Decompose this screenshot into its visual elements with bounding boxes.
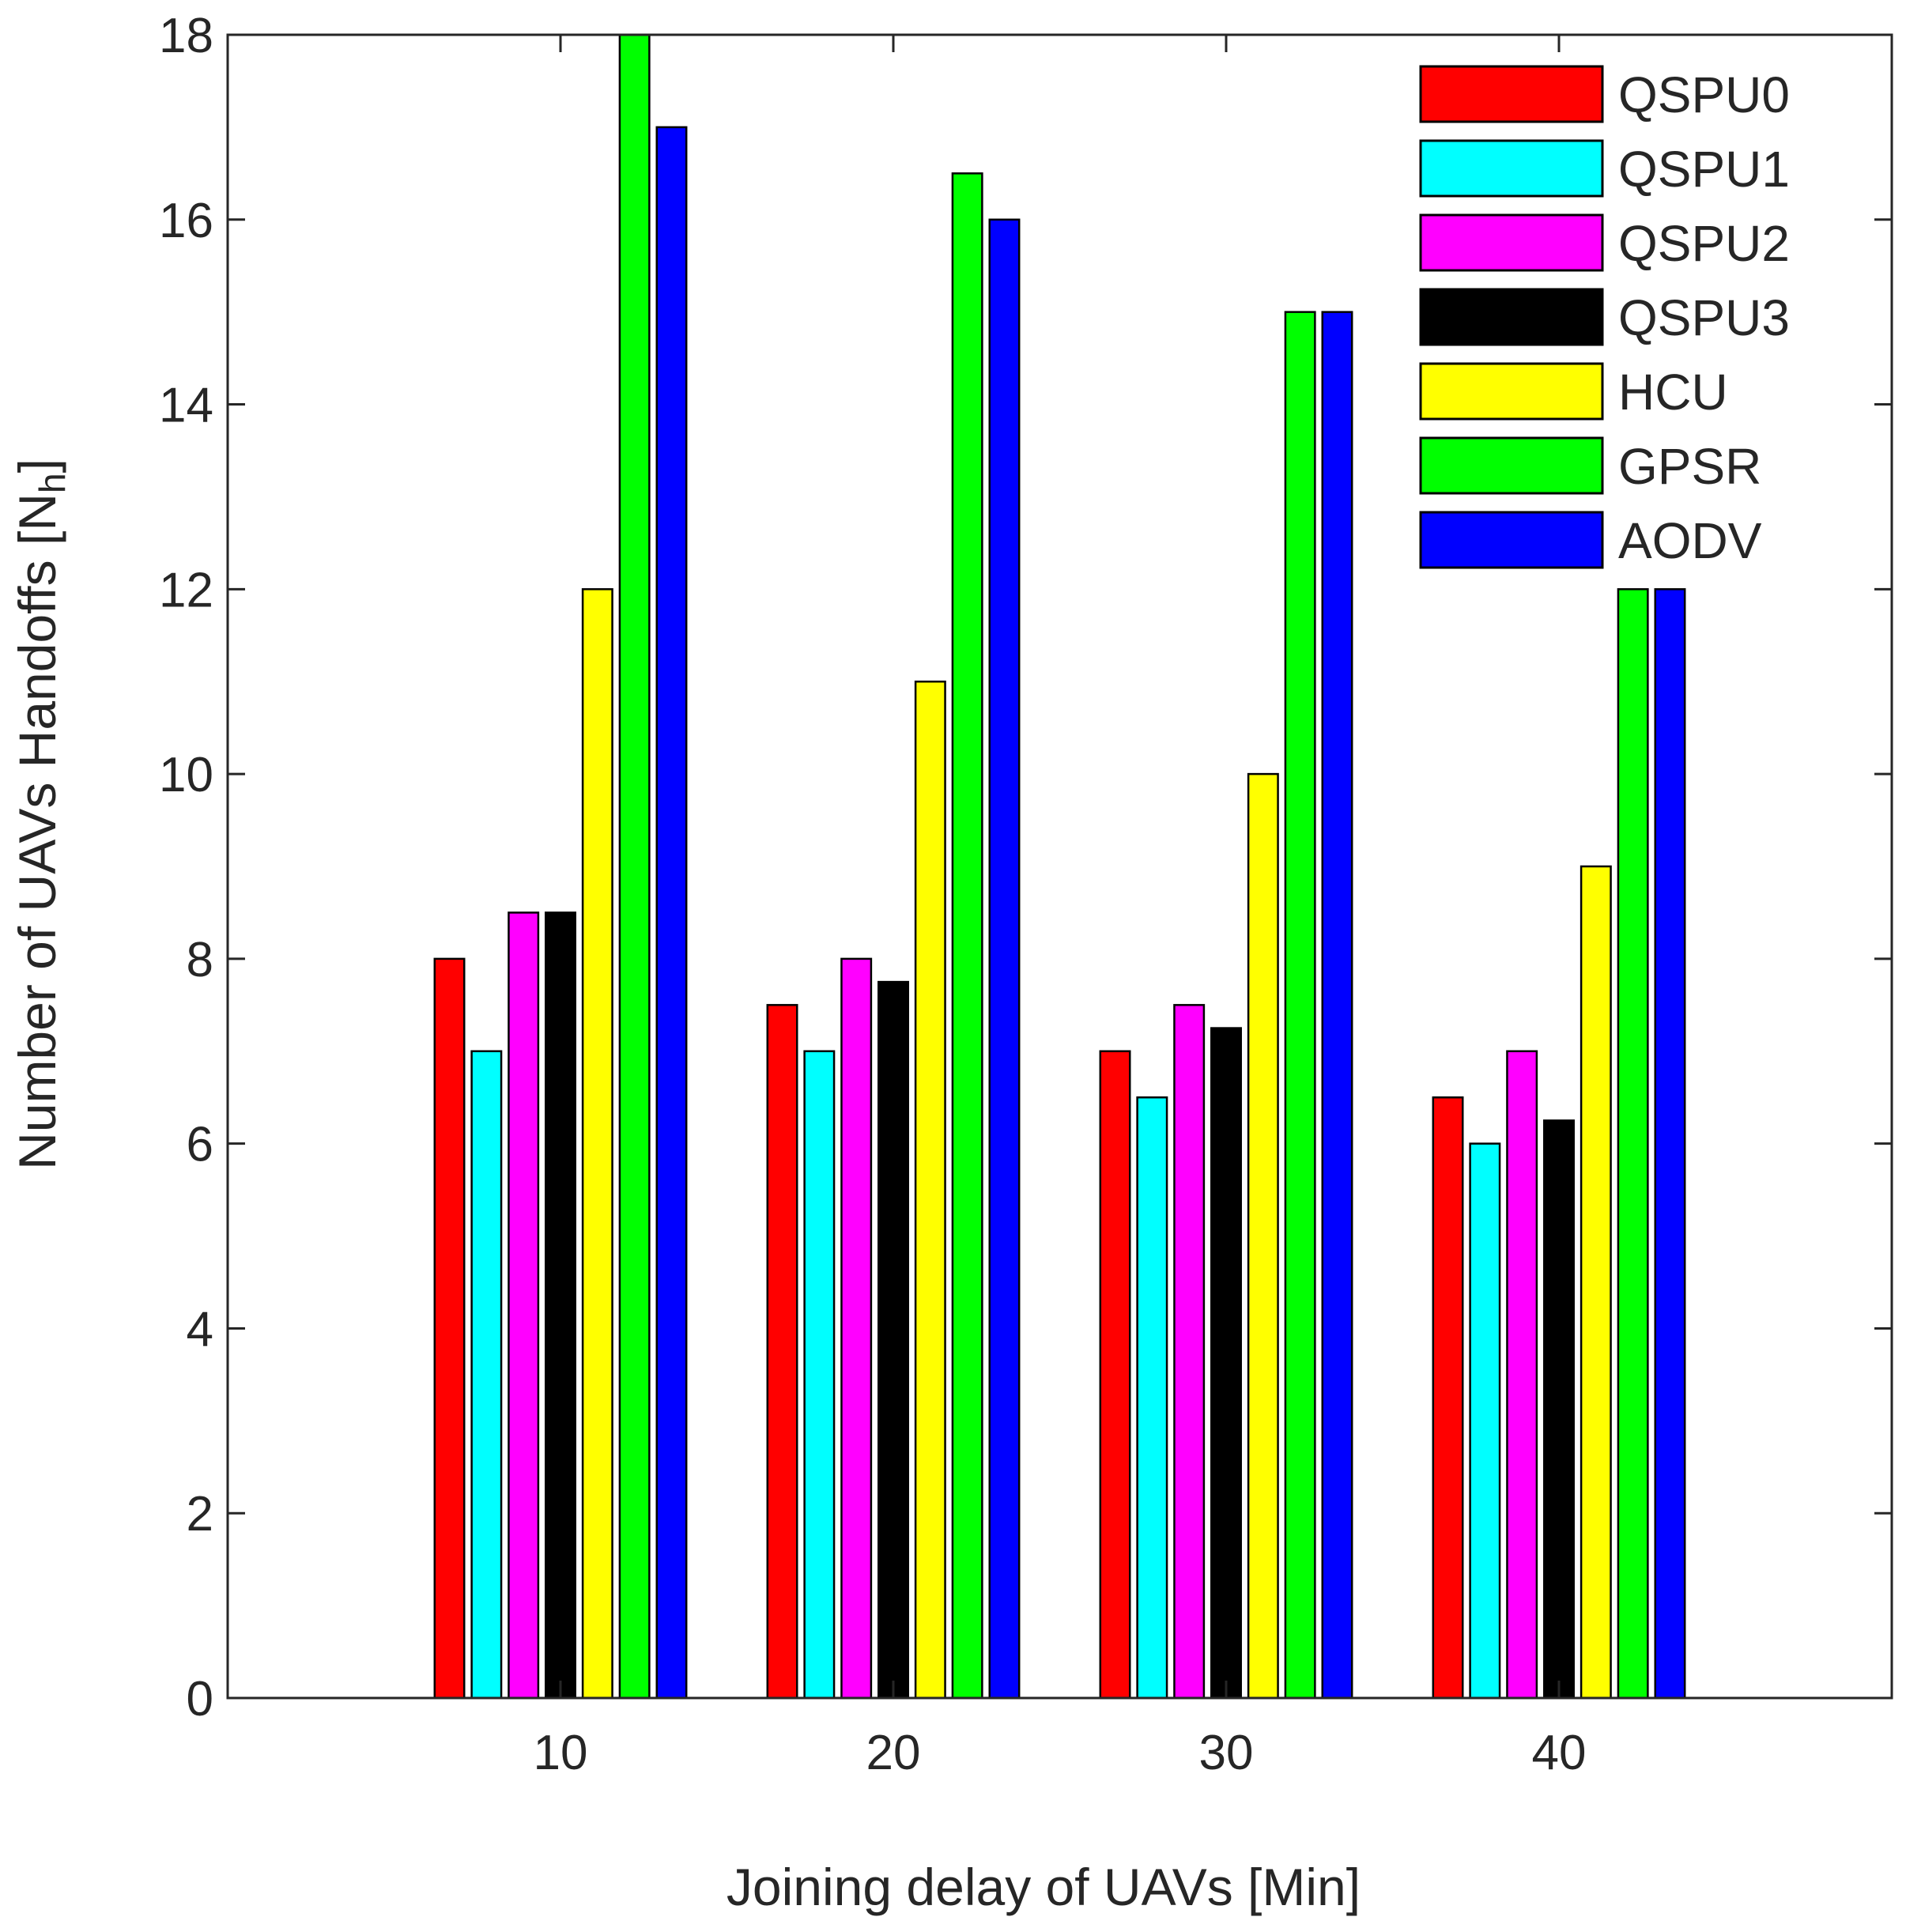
legend-swatch-aodv bbox=[1419, 511, 1604, 569]
y-axis-title: Number of UAVs Handoffs [Nh] bbox=[8, 458, 73, 1170]
bar-aodv-20 bbox=[988, 218, 1021, 1700]
bar-gpsr-30 bbox=[1284, 311, 1316, 1700]
bar-qspu3-10 bbox=[545, 911, 576, 1700]
bar-qspu3-40 bbox=[1543, 1119, 1575, 1700]
y-tick-label: 18 bbox=[159, 9, 213, 63]
bar-qspu2-30 bbox=[1173, 1004, 1206, 1700]
legend-swatch-qspu0 bbox=[1419, 65, 1604, 123]
bar-gpsr-20 bbox=[951, 172, 983, 1700]
x-axis-title: Joining delay of UAVs [Min] bbox=[727, 1858, 1361, 1916]
bar-qspu1-10 bbox=[470, 1050, 503, 1700]
bar-qspu3-30 bbox=[1210, 1027, 1242, 1700]
bar-qspu2-20 bbox=[840, 957, 873, 1700]
y-tick-label: 6 bbox=[187, 1118, 213, 1172]
y-tick-label: 2 bbox=[187, 1487, 213, 1541]
legend-label-qspu1: QSPU1 bbox=[1618, 141, 1790, 198]
bar-qspu3-20 bbox=[878, 980, 909, 1700]
bar-gpsr-40 bbox=[1617, 588, 1649, 1700]
bar-hcu-20 bbox=[914, 680, 946, 1700]
legend-label-gpsr: GPSR bbox=[1618, 438, 1761, 495]
bar-hcu-30 bbox=[1247, 772, 1279, 1700]
legend-label-aodv: AODV bbox=[1618, 512, 1762, 569]
x-tick-label: 20 bbox=[866, 1726, 921, 1780]
bar-gpsr-10 bbox=[618, 33, 651, 1700]
bar-aodv-30 bbox=[1321, 311, 1353, 1700]
y-tick-label: 14 bbox=[159, 379, 213, 433]
bar-qspu0-30 bbox=[1099, 1050, 1131, 1700]
y-axis-title-main: Number of UAVs Handoffs [N bbox=[8, 493, 66, 1170]
ticks-layer: 0 2 4 6 8 10 12 14 16 18 10 20 30 40 bbox=[159, 9, 1892, 1780]
y-axis-title-subscript: h bbox=[32, 473, 73, 493]
bar-aodv-10 bbox=[655, 126, 688, 1700]
y-tick-label: 8 bbox=[187, 933, 213, 987]
y-tick-label: 4 bbox=[187, 1302, 213, 1357]
legend-swatch-qspu2 bbox=[1419, 213, 1604, 272]
legend-label-hcu: HCU bbox=[1618, 364, 1728, 421]
legend-swatch-qspu3 bbox=[1419, 288, 1604, 346]
y-tick-label: 16 bbox=[159, 194, 213, 248]
plot-frame bbox=[226, 33, 1893, 1700]
y-tick-label: 10 bbox=[159, 748, 213, 802]
bar-hcu-40 bbox=[1580, 865, 1612, 1700]
bar-qspu0-40 bbox=[1432, 1096, 1464, 1700]
axes-layer bbox=[226, 33, 1893, 1700]
bars-layer bbox=[433, 33, 1686, 1700]
y-tick-label: 12 bbox=[159, 563, 213, 617]
legend-swatch-hcu bbox=[1419, 362, 1604, 421]
bar-aodv-40 bbox=[1654, 588, 1686, 1700]
bar-qspu2-10 bbox=[508, 911, 540, 1700]
bar-hcu-10 bbox=[581, 588, 613, 1700]
bar-qspu1-20 bbox=[803, 1050, 836, 1700]
y-axis-title-end: ] bbox=[8, 458, 66, 473]
legend-label-qspu2: QSPU2 bbox=[1618, 215, 1790, 272]
x-tick-label: 10 bbox=[534, 1726, 588, 1780]
bar-qspu1-30 bbox=[1136, 1096, 1168, 1700]
bar-qspu0-20 bbox=[766, 1004, 798, 1700]
bar-qspu1-40 bbox=[1469, 1142, 1501, 1700]
legend-swatch-qspu1 bbox=[1419, 139, 1604, 198]
y-tick-label: 0 bbox=[187, 1672, 213, 1726]
x-tick-label: 40 bbox=[1532, 1726, 1587, 1780]
bar-qspu0-10 bbox=[433, 957, 466, 1700]
bar-qspu2-40 bbox=[1506, 1050, 1538, 1700]
legend: QSPU0 QSPU1 QSPU2 QSPU3 HCU GPSR AODV bbox=[1419, 65, 1790, 569]
legend-label-qspu0: QSPU0 bbox=[1618, 66, 1790, 123]
legend-label-qspu3: QSPU3 bbox=[1618, 289, 1790, 346]
x-tick-label: 30 bbox=[1199, 1726, 1254, 1780]
legend-swatch-gpsr bbox=[1419, 436, 1604, 495]
